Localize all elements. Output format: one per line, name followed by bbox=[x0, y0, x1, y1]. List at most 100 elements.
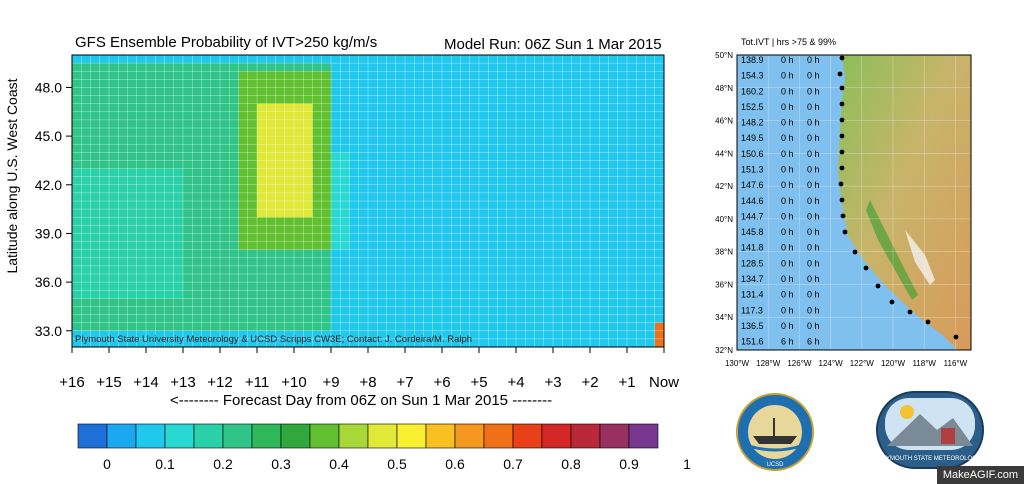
colorbar-swatch bbox=[106, 423, 137, 449]
colorbar-swatch bbox=[309, 423, 340, 449]
ivt-value: 147.6 bbox=[741, 180, 764, 190]
hrs99-value: 0 h bbox=[807, 118, 820, 128]
coast-point bbox=[840, 213, 846, 219]
hrs75-value: 0 h bbox=[781, 165, 794, 175]
lat-label: 50°N bbox=[715, 51, 733, 60]
coast-point bbox=[837, 71, 843, 77]
coast-point bbox=[842, 229, 848, 235]
colorbar-label: 0.8 bbox=[561, 456, 581, 472]
x-tick-label: +5 bbox=[470, 374, 487, 391]
y-tick-label: 33.0 bbox=[35, 323, 62, 339]
lon-label: 122°W bbox=[850, 359, 875, 368]
colorbar-swatch bbox=[483, 423, 514, 449]
hrs75-value: 0 h bbox=[781, 180, 794, 190]
lon-label: 130°W bbox=[725, 359, 750, 368]
central-valley bbox=[866, 200, 918, 300]
hrs99-value: 0 h bbox=[807, 71, 820, 81]
ivt-value: 131.4 bbox=[741, 290, 764, 300]
land bbox=[838, 55, 971, 350]
credit-text: Plymouth State University Meteorology & … bbox=[75, 334, 473, 345]
lon-label: 126°W bbox=[787, 359, 812, 368]
colorbar-label: 0.4 bbox=[329, 456, 349, 472]
hrs99-value: 0 h bbox=[807, 180, 820, 190]
coast-point bbox=[839, 117, 845, 123]
y-tick-label: 45.0 bbox=[35, 128, 62, 144]
y-tick-label: 48.0 bbox=[35, 79, 62, 95]
hrs99-value: 0 h bbox=[807, 196, 820, 206]
lat-label: 46°N bbox=[715, 117, 733, 126]
x-tick-label: +10 bbox=[281, 374, 306, 391]
x-tick-label: +8 bbox=[359, 374, 376, 391]
hrs99-value: 0 h bbox=[807, 149, 820, 159]
coast-point bbox=[839, 133, 845, 139]
ivt-value: 152.5 bbox=[741, 102, 764, 112]
hrs99-value: 0 h bbox=[807, 133, 820, 143]
colorbar-swatch bbox=[512, 423, 543, 449]
hrs99-value: 0 h bbox=[807, 243, 820, 253]
y-tick-label: 39.0 bbox=[35, 225, 62, 241]
ivt-value: 160.2 bbox=[741, 86, 764, 96]
x-tick-label: +12 bbox=[207, 374, 232, 391]
hrs75-value: 0 h bbox=[781, 71, 794, 81]
x-ticks: +16 +15 +14 +13 +12 +11 +10 +9 +8 +7 +6 +5 +4 +3 +2 +1 N… bbox=[59, 347, 679, 391]
colorbar-swatch bbox=[77, 423, 108, 449]
colorbar-label: 0.7 bbox=[503, 456, 523, 472]
hrs75-value: 0 h bbox=[781, 55, 794, 65]
coast-point bbox=[925, 319, 931, 325]
hrs75-value: 0 h bbox=[781, 133, 794, 143]
colorbar-swatch bbox=[541, 423, 572, 449]
scripps-logo: UCSD bbox=[736, 393, 814, 471]
lat-label: 42°N bbox=[715, 182, 733, 191]
coast-point bbox=[839, 85, 845, 91]
coast-point bbox=[852, 249, 858, 255]
coast-point bbox=[839, 101, 845, 107]
colorbar-label: 0.3 bbox=[271, 456, 291, 472]
coast-point bbox=[889, 299, 895, 305]
y-ticks: 48.0 45.0 42.0 39.0 36.0 33.0 bbox=[35, 79, 72, 339]
x-tick-label: +13 bbox=[170, 374, 195, 391]
colorbar-label: 0.9 bbox=[619, 456, 639, 472]
lat-label: 34°N bbox=[715, 313, 733, 322]
x-axis-label: <-------- Forecast Day from 06Z on Sun 1… bbox=[170, 392, 553, 409]
hrs75-value: 0 h bbox=[781, 118, 794, 128]
x-tick-label: +3 bbox=[544, 374, 561, 391]
colorbar-swatch bbox=[570, 423, 601, 449]
hrs75-value: 0 h bbox=[781, 258, 794, 268]
lat-labels: 50°N 48°N 46°N 44°N 42°N 40°N 38°N 36°N 34°N 32°N bbox=[715, 51, 733, 355]
plymouth-logo: PLYMOUTH STATE METEOROLOGY bbox=[876, 391, 984, 469]
colorbar-swatch bbox=[628, 423, 659, 449]
x-tick-label: +6 bbox=[433, 374, 450, 391]
hrs75-value: 0 h bbox=[781, 227, 794, 237]
coast-point bbox=[839, 165, 845, 171]
lat-label: 48°N bbox=[715, 84, 733, 93]
x-tick-label: +2 bbox=[581, 374, 598, 391]
hrs75-value: 0 h bbox=[781, 274, 794, 284]
hrs75-value: 0 h bbox=[781, 86, 794, 96]
ivt-table: 138.9 0 h 0 h 154.3 0 h 0 h 160.2 0 h 0 h 152.5 0 … bbox=[741, 55, 820, 347]
hrs99-value: 0 h bbox=[807, 165, 820, 175]
lat-label: 40°N bbox=[715, 215, 733, 224]
watermark: MakeAGIF.com bbox=[936, 466, 1024, 484]
colorbar-swatch bbox=[396, 423, 427, 449]
coast-point bbox=[839, 149, 845, 155]
x-tick-label: Now bbox=[649, 374, 679, 391]
x-tick-label: +9 bbox=[322, 374, 339, 391]
colorbar-label: 0.5 bbox=[387, 456, 407, 472]
hrs99-value: 6 h bbox=[807, 337, 820, 347]
colorbar-swatch bbox=[251, 423, 282, 449]
coast-point bbox=[863, 265, 869, 271]
ivt-value: 148.2 bbox=[741, 118, 764, 128]
ivt-value: 151.3 bbox=[741, 165, 764, 175]
hrs99-value: 0 h bbox=[807, 102, 820, 112]
hrs99-value: 0 h bbox=[807, 305, 820, 315]
hrs75-value: 0 h bbox=[781, 149, 794, 159]
colorbar-swatch bbox=[135, 423, 166, 449]
x-tick-label: +7 bbox=[396, 374, 413, 391]
sierra-snow bbox=[905, 230, 935, 285]
lon-label: 116°W bbox=[944, 359, 968, 368]
chart-title: GFS Ensemble Probability of IVT>250 kg/m… bbox=[75, 34, 378, 51]
hrs99-value: 0 h bbox=[807, 211, 820, 221]
x-tick-label: +15 bbox=[96, 374, 121, 391]
ivt-value: 144.7 bbox=[741, 211, 764, 221]
